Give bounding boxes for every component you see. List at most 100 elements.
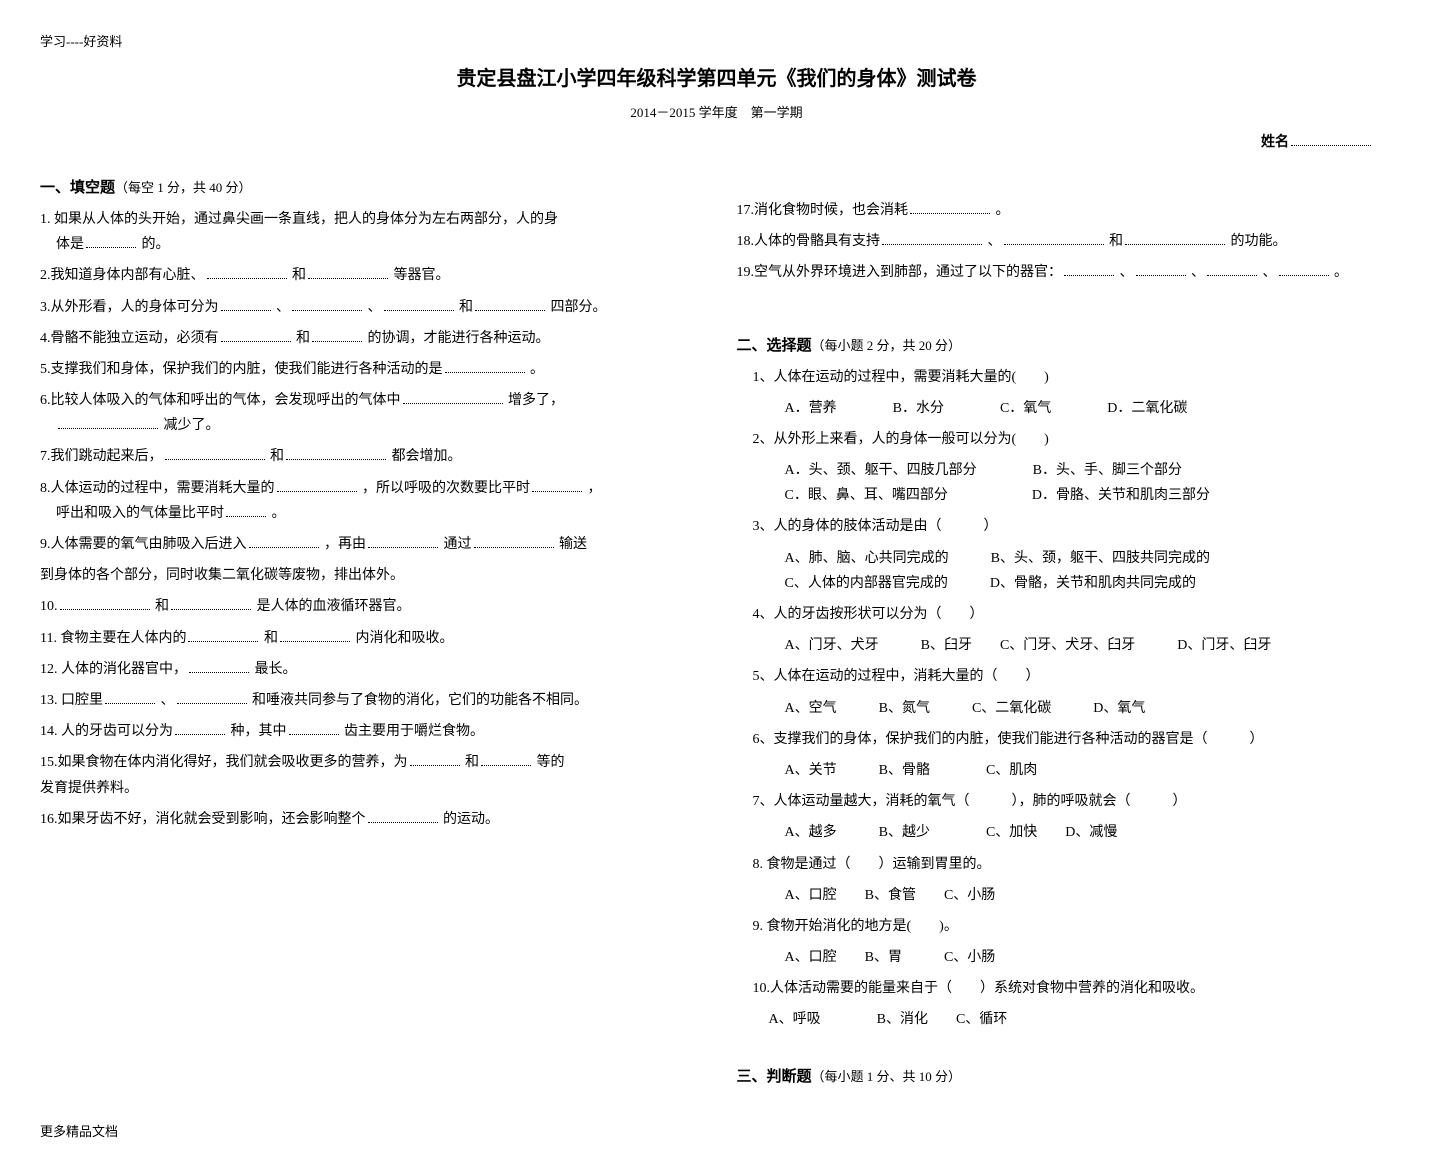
q18-blank3[interactable] bbox=[1125, 230, 1225, 245]
cq7-text: 7、人体运动量越大，消耗的氧气（ ），肺的呼吸就会（ ） bbox=[753, 794, 1187, 809]
fill-q11: 11. 食物主要在人体内的 和 内消化和吸收。 bbox=[40, 626, 697, 651]
q9-blank2[interactable] bbox=[368, 533, 438, 548]
cq4-opts: A、门牙、犬牙 B、臼牙 C、门牙、犬牙、臼牙 D、门牙、臼牙 bbox=[753, 633, 1394, 658]
q17-blank[interactable] bbox=[910, 199, 990, 214]
q14-blank2[interactable] bbox=[289, 720, 339, 735]
q10-blank2[interactable] bbox=[171, 595, 251, 610]
cq2b-text: C．眼、鼻、耳、嘴四部分 D．骨胳、关节和肌肉三部分 bbox=[785, 488, 1210, 503]
q3-blank1[interactable] bbox=[221, 296, 271, 311]
name-blank[interactable] bbox=[1291, 131, 1371, 146]
q7-text-c: 都会增加。 bbox=[392, 449, 462, 464]
q9-blank3[interactable] bbox=[474, 533, 554, 548]
q7-blank1[interactable] bbox=[165, 445, 265, 460]
footer-note: 更多精品文档 bbox=[40, 1120, 1393, 1143]
q1-text-c: 的。 bbox=[142, 237, 170, 252]
q2-text-a: 2.我知道身体内部有心脏、 bbox=[40, 268, 205, 283]
q19-blank2[interactable] bbox=[1136, 261, 1186, 276]
cq3-opts-a: A、肺、脑、心共同完成的 B、头、颈，躯干、四肢共同完成的 bbox=[753, 546, 1394, 571]
q6-indent: 减少了。 bbox=[40, 418, 220, 433]
q18-text-c: 和 bbox=[1109, 234, 1123, 249]
q4-blank1[interactable] bbox=[221, 327, 291, 342]
q19-text-a: 19.空气从外界环境进入到肺部，通过了以下的器官： bbox=[737, 265, 1063, 280]
q16-blank[interactable] bbox=[368, 808, 438, 823]
cq1-text: 1、人体在运动的过程中，需要消耗大量的( ) bbox=[753, 370, 1049, 385]
judge-weight: （每小题 1 分、共 10 分） bbox=[812, 1069, 962, 1084]
choice-q7: 7、人体运动量越大，消耗的氧气（ ），肺的呼吸就会（ ） bbox=[753, 789, 1394, 814]
cq3a-text: A、肺、脑、心共同完成的 B、头、颈，躯干、四肢共同完成的 bbox=[785, 551, 1210, 566]
q8-blank3[interactable] bbox=[226, 502, 266, 517]
section-fill-title: 一、填空题（每空 1 分，共 40 分） bbox=[40, 174, 697, 201]
q9-text-d: 输送 bbox=[559, 537, 587, 552]
q19-blank1[interactable] bbox=[1064, 261, 1114, 276]
choice-title-text: 二、选择题 bbox=[737, 337, 812, 354]
choice-q8: 8. 食物是通过（ ）运输到胃里的。 bbox=[753, 852, 1394, 877]
q6-text-c: 减少了。 bbox=[164, 418, 220, 433]
cq2-opts-b: C．眼、鼻、耳、嘴四部分 D．骨胳、关节和肌肉三部分 bbox=[753, 483, 1394, 508]
q19-blank3[interactable] bbox=[1207, 261, 1257, 276]
q12-text-a: 12. 人体的消化器官中， bbox=[40, 662, 187, 677]
q3-text-b: 、 bbox=[276, 300, 290, 315]
q6-blank2[interactable] bbox=[58, 414, 158, 429]
q3-blank3[interactable] bbox=[384, 296, 454, 311]
q15-text-a: 15.如果食物在体内消化得好，我们就会吸收更多的营养，为 bbox=[40, 755, 408, 770]
fill-q13: 13. 口腔里 、 和唾液共同参与了食物的消化，它们的功能各不相同。 bbox=[40, 688, 697, 713]
q2-blank1[interactable] bbox=[207, 264, 287, 279]
q5-blank[interactable] bbox=[445, 358, 525, 373]
left-column: 一、填空题（每空 1 分，共 40 分） 1. 如果从人体的头开始，通过鼻尖画一… bbox=[40, 164, 697, 1090]
q18-text-a: 18.人体的骨骼具有支持 bbox=[737, 234, 881, 249]
q15-text-b: 和 bbox=[465, 755, 479, 770]
q10-text-a: 10. bbox=[40, 599, 58, 614]
q8-blank2[interactable] bbox=[532, 477, 582, 492]
cq7a-text: A、越多 B、越少 C、加快 D、减慢 bbox=[785, 825, 1118, 840]
q11-text-a: 11. 食物主要在人体内的 bbox=[40, 631, 186, 646]
q6-blank1[interactable] bbox=[403, 389, 503, 404]
q6-text-b: 增多了， bbox=[508, 393, 564, 408]
fill-q18: 18.人体的骨骼具有支持 、 和 的功能。 bbox=[737, 229, 1394, 254]
choice-q10: 10.人体活动需要的能量来自于（ ）系统对食物中营养的消化和吸收。 bbox=[753, 976, 1394, 1001]
q13-blank1[interactable] bbox=[105, 689, 155, 704]
cq2a-text: A．头、颈、躯干、四肢几部分 B．头、手、脚三个部分 bbox=[785, 463, 1182, 478]
q7-text-b: 和 bbox=[270, 449, 284, 464]
q1-blank[interactable] bbox=[86, 233, 136, 248]
q11-blank2[interactable] bbox=[280, 627, 350, 642]
fill-q7: 7.我们跳动起来后， 和 都会增加。 bbox=[40, 444, 697, 469]
q12-text-b: 最长。 bbox=[255, 662, 297, 677]
q15-blank2[interactable] bbox=[481, 751, 531, 766]
q3-blank2[interactable] bbox=[292, 296, 362, 311]
q14-text-b: 种，其中 bbox=[231, 724, 287, 739]
fill-q6: 6.比较人体吸入的气体和呼出的气体，会发现呼出的气体中 增多了， 减少了。 bbox=[40, 388, 697, 438]
q16-text-b: 的运动。 bbox=[443, 812, 499, 827]
q9-text-c: 通过 bbox=[444, 537, 472, 552]
q2-blank2[interactable] bbox=[308, 264, 388, 279]
q19-blank4[interactable] bbox=[1279, 261, 1329, 276]
fill-q3: 3.从外形看，人的身体可分为 、 、 和 四部分。 bbox=[40, 295, 697, 320]
q17-text-a: 17.消化食物时候，也会消耗 bbox=[737, 203, 909, 218]
q18-blank1[interactable] bbox=[882, 230, 982, 245]
q9-blank1[interactable] bbox=[249, 533, 319, 548]
q8-text-c: ， bbox=[588, 481, 602, 496]
fill-q17: 17.消化食物时候，也会消耗 。 bbox=[737, 198, 1394, 223]
cq4a-text: A、门牙、犬牙 B、臼牙 C、门牙、犬牙、臼牙 D、门牙、臼牙 bbox=[785, 638, 1272, 653]
q7-blank2[interactable] bbox=[286, 445, 386, 460]
q13-text-b: 、 bbox=[161, 693, 175, 708]
q9-text-b: ，再由 bbox=[324, 537, 366, 552]
q8-text-d: 呼出和吸入的气体量比平时 bbox=[56, 506, 224, 521]
q18-blank2[interactable] bbox=[1004, 230, 1104, 245]
cq6-opts: A、关节 B、骨骼 C、肌肉 bbox=[753, 758, 1394, 783]
q13-text-c: 和唾液共同参与了食物的消化，它们的功能各不相同。 bbox=[252, 693, 588, 708]
choice-weight: （每小题 2 分，共 20 分） bbox=[812, 338, 962, 353]
q1-indent: 体是 的。 bbox=[40, 237, 170, 252]
q4-blank2[interactable] bbox=[312, 327, 362, 342]
q3-blank4[interactable] bbox=[475, 296, 545, 311]
q19-text-c: 、 bbox=[1191, 265, 1205, 280]
q12-blank[interactable] bbox=[189, 658, 249, 673]
q14-blank1[interactable] bbox=[175, 720, 225, 735]
q15-blank1[interactable] bbox=[410, 751, 460, 766]
q11-blank1[interactable] bbox=[188, 627, 258, 642]
q6-text-a: 6.比较人体吸入的气体和呼出的气体，会发现呼出的气体中 bbox=[40, 393, 401, 408]
q10-blank1[interactable] bbox=[60, 595, 150, 610]
q8-blank1[interactable] bbox=[277, 477, 357, 492]
spacer3 bbox=[737, 1033, 1394, 1053]
q13-blank2[interactable] bbox=[177, 689, 247, 704]
spacer bbox=[737, 164, 1394, 192]
